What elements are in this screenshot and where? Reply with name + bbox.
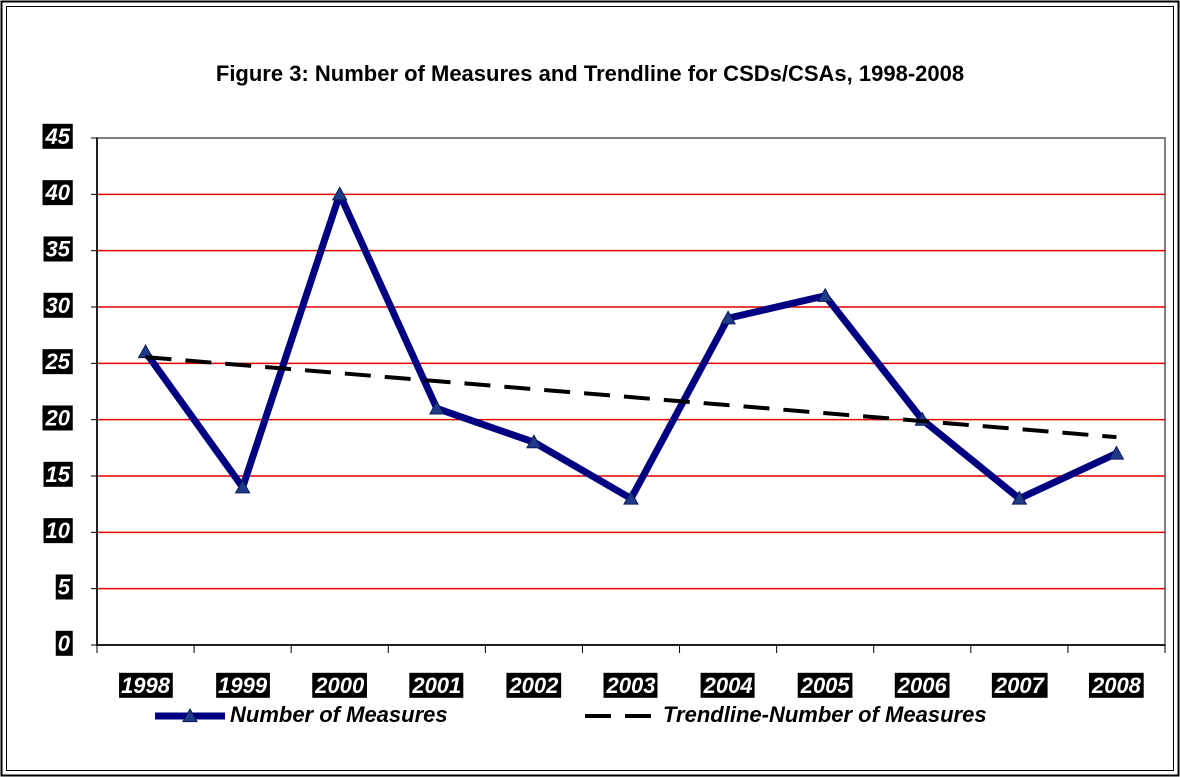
y-tick-label-bg (42, 123, 73, 149)
x-tick-label: 1998 (121, 673, 171, 698)
x-tick-label: 2000 (314, 673, 365, 698)
marker (817, 287, 834, 302)
marker (428, 400, 445, 415)
marker (331, 186, 348, 201)
y-tick-label-bg (42, 349, 73, 375)
y-tick-label-bg (43, 518, 73, 544)
x-tick-label: 2006 (897, 673, 948, 698)
x-tick-label: 2003 (606, 673, 656, 698)
marker (1011, 490, 1028, 505)
y-tick-label: 30 (46, 293, 71, 318)
y-tick-label-bg (55, 630, 73, 656)
x-tick-label-bg (700, 672, 755, 698)
x-tick-label: 2001 (411, 673, 461, 698)
x-tick-label-bg (1088, 672, 1144, 698)
y-tick-label: 5 (58, 574, 71, 599)
x-tick-label: 2008 (1091, 673, 1142, 698)
y-tick-label: 10 (46, 518, 71, 543)
x-tick-label-bg (894, 672, 950, 698)
inner-border (6, 6, 1174, 771)
y-tick-label: 15 (46, 462, 71, 487)
marker (526, 434, 542, 449)
x-tick-label-bg (797, 672, 853, 698)
marker (234, 479, 251, 494)
trend-line (145, 355, 1117, 440)
x-tick-label: 2007 (994, 673, 1046, 698)
y-tick-label-bg (55, 574, 73, 600)
x-tick-label: 2004 (703, 673, 753, 698)
x-tick-label: 1999 (218, 673, 268, 698)
y-tick-label-bg (42, 405, 73, 431)
legend-label: Number of Measures (230, 702, 448, 727)
x-tick-label-bg (603, 672, 658, 698)
marker (1108, 445, 1125, 460)
marker (623, 490, 639, 505)
data-line (142, 190, 1118, 503)
x-tick-label-bg (506, 672, 562, 698)
x-tick-label: 2002 (508, 673, 559, 698)
y-tick-label-bg (42, 180, 73, 206)
y-tick-label: 40 (45, 180, 71, 205)
y-tick-label: 20 (45, 405, 71, 430)
legend-marker (182, 707, 198, 723)
y-tick-label: 0 (58, 631, 71, 656)
y-tick-label-bg (43, 236, 73, 262)
y-tick-label: 25 (45, 349, 71, 374)
x-tick-label: 2005 (800, 673, 851, 698)
x-tick-label-bg (409, 672, 464, 698)
chart-title: Figure 3: Number of Measures and Trendli… (216, 61, 964, 86)
x-tick-label-bg (991, 672, 1048, 698)
marker (720, 310, 736, 325)
x-tick-label-bg (312, 672, 367, 698)
x-tick-label-bg (216, 672, 270, 698)
x-tick-label-bg (119, 672, 173, 698)
y-tick-label: 35 (46, 236, 71, 261)
y-tick-label: 45 (45, 124, 71, 149)
y-tick-label-bg (43, 292, 73, 318)
y-tick-label-bg (43, 461, 73, 487)
legend-label: Trendline-Number of Measures (663, 702, 987, 727)
plot-frame (96, 137, 1166, 646)
